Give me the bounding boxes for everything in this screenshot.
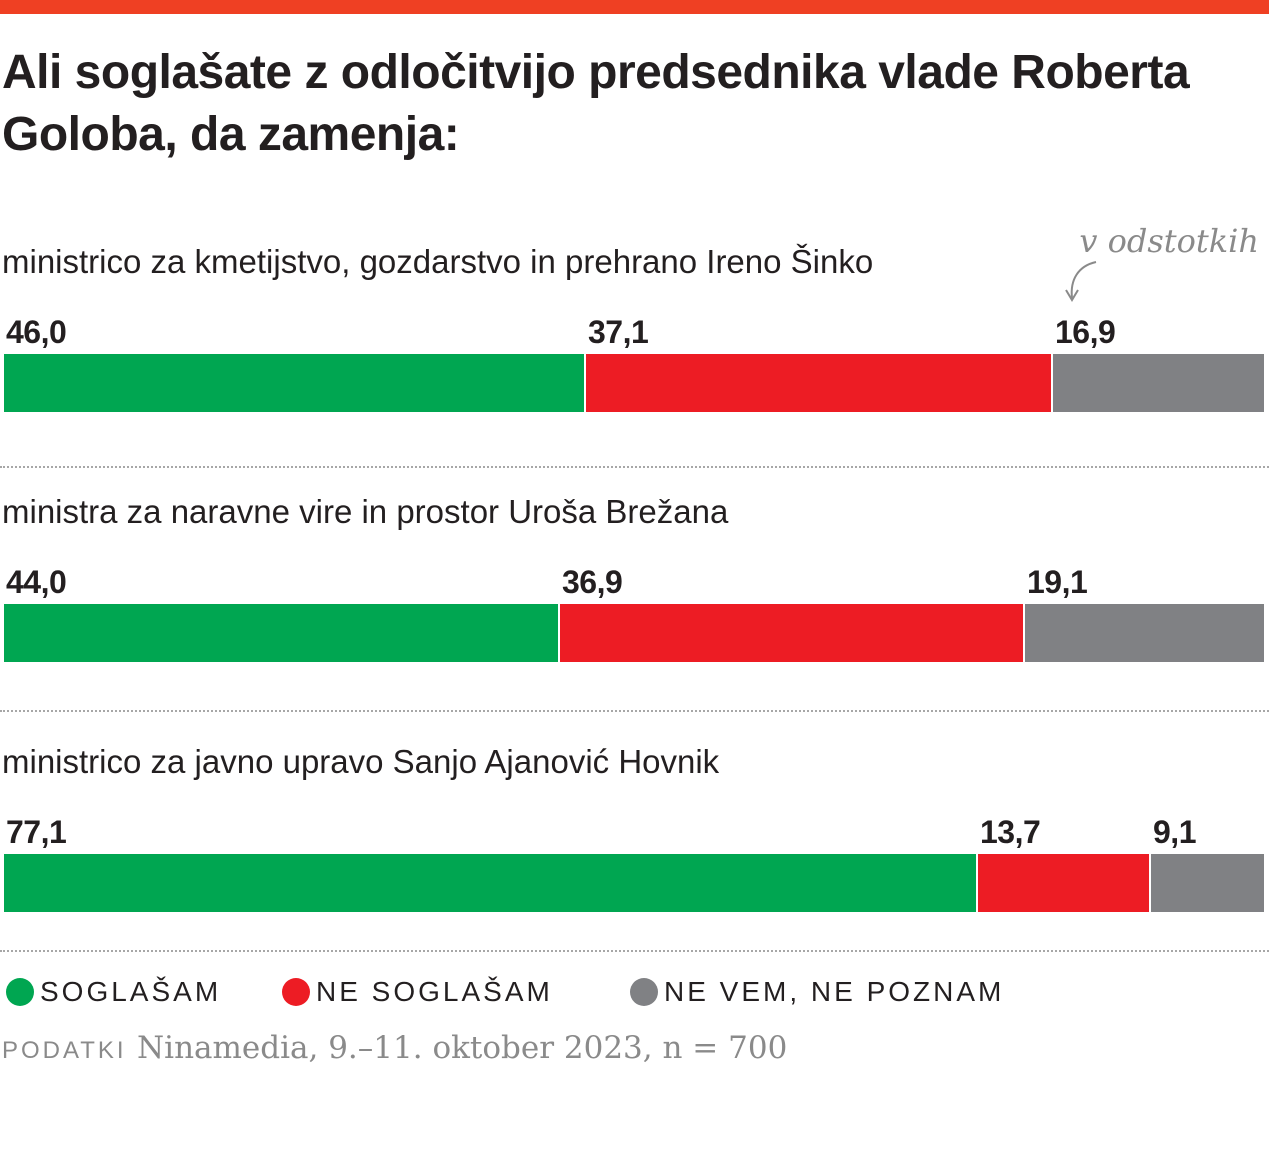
legend-dot-icon	[630, 978, 658, 1006]
value-label: 13,7	[980, 814, 1041, 850]
bar-track	[4, 854, 1264, 912]
row-label: ministrico za javno upravo Sanjo Ajanovi…	[2, 743, 720, 780]
source-label: PODATKI	[2, 1037, 127, 1064]
value-label: 77,1	[6, 814, 67, 850]
row-divider	[0, 466, 1269, 468]
bar-segment-ne-soglasam	[584, 354, 1051, 412]
bar-segment-soglasam	[4, 854, 976, 912]
row-divider	[0, 950, 1269, 952]
value-label: 36,9	[562, 564, 623, 600]
bar-segment-ne-vem-ne-poznam	[1023, 604, 1264, 662]
legend-label: NE VEM, NE POZNAM	[664, 976, 1005, 1007]
bar-segment-ne-vem-ne-poznam	[1149, 854, 1264, 912]
unit-note: v odstotkih	[1079, 222, 1259, 260]
legend-dot-icon	[6, 978, 34, 1006]
legend-label: NE SOGLAŠAM	[316, 976, 553, 1007]
unit-note-arrow-icon	[1065, 261, 1097, 302]
value-label: 37,1	[588, 314, 649, 350]
row-label: ministrico za kmetijstvo, gozdarstvo in …	[2, 243, 874, 280]
source-line: PODATKI Ninamedia, 9.–11. oktober 2023, …	[2, 1030, 787, 1066]
bar-track	[4, 354, 1264, 412]
value-label: 16,9	[1055, 314, 1116, 350]
row-divider	[0, 710, 1269, 712]
value-label: 46,0	[6, 314, 67, 350]
row-label: ministra za naravne vire in prostor Uroš…	[2, 493, 729, 530]
source-text: Ninamedia, 9.–11. oktober 2023, n = 700	[137, 1030, 788, 1066]
value-label: 9,1	[1153, 814, 1196, 850]
bar-segment-ne-soglasam	[558, 604, 1023, 662]
bar-track	[4, 604, 1264, 662]
chart-title: Ali soglašate z odločitvijo predsednika …	[2, 46, 1190, 161]
legend-dot-icon	[282, 978, 310, 1006]
bar-segment-soglasam	[4, 354, 584, 412]
value-label: 44,0	[6, 564, 67, 600]
bar-segment-ne-vem-ne-poznam	[1051, 354, 1264, 412]
value-label: 19,1	[1027, 564, 1088, 600]
bar-segment-ne-soglasam	[976, 854, 1149, 912]
top-accent-bar	[0, 0, 1269, 14]
bar-segment-soglasam	[4, 604, 558, 662]
legend-label: SOGLAŠAM	[40, 976, 222, 1007]
